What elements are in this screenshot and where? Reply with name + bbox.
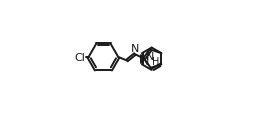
Text: N: N: [141, 57, 150, 67]
Text: N: N: [146, 52, 155, 62]
Text: N: N: [131, 43, 139, 53]
Text: H: H: [152, 56, 159, 66]
Text: Cl: Cl: [75, 53, 86, 62]
